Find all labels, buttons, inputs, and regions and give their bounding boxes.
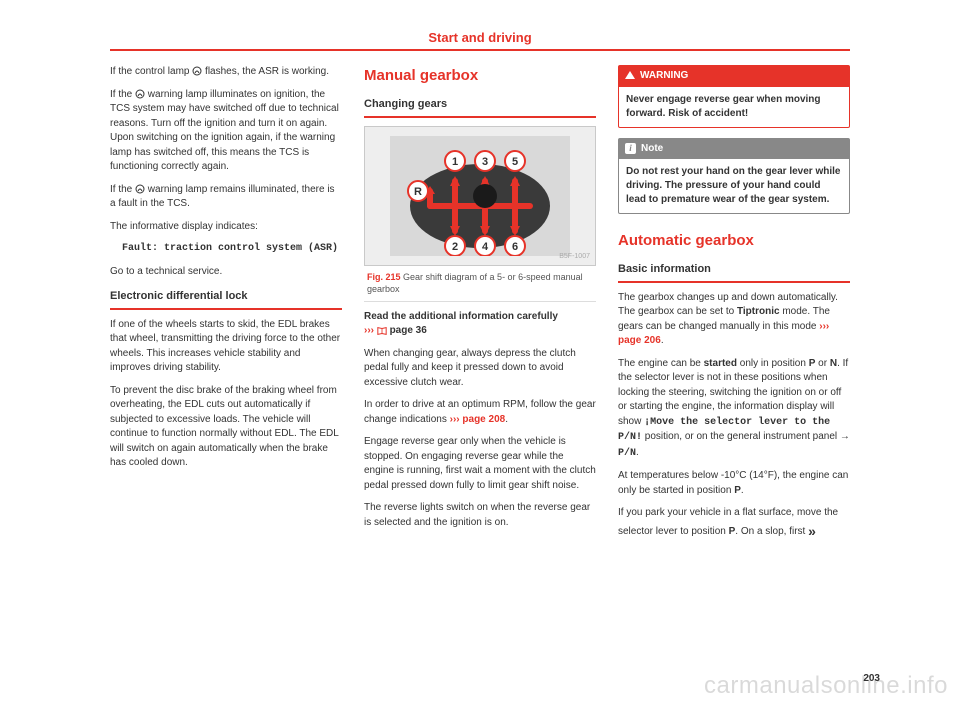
- tcs-icon: [135, 184, 145, 194]
- col2-p3-link: ››› page 208: [450, 414, 506, 425]
- note-box: i Note Do not rest your hand on the gear …: [618, 138, 850, 215]
- book-icon: [377, 326, 387, 336]
- col2-p5: The reverse lights switch on when the re…: [364, 501, 596, 530]
- warning-head: WARNING: [619, 66, 849, 87]
- col1-p3a: If the: [110, 184, 135, 195]
- column-2: Manual gearbox Changing gears: [364, 65, 596, 549]
- warning-icon: [625, 71, 635, 79]
- col2-p1-bold: Read the additional information carefull…: [364, 311, 558, 322]
- gear-shift-figure: 1 3 5 2 4 6 R B5F-1007: [364, 126, 596, 266]
- col2-subhead: Changing gears: [364, 97, 596, 118]
- columns: If the control lamp flashes, the ASR is …: [110, 65, 850, 549]
- col1-p6: If one of the wheels starts to skid, the…: [110, 318, 342, 376]
- col1-p1: If the control lamp flashes, the ASR is …: [110, 65, 342, 80]
- svg-text:5: 5: [512, 156, 518, 168]
- col1-subhead: Electronic differential lock: [110, 289, 342, 310]
- tcs-icon: [135, 89, 145, 99]
- col3-p2a: The engine can be: [618, 358, 704, 369]
- col3-p2-bold1: started: [704, 358, 737, 369]
- note-head: i Note: [619, 139, 849, 160]
- col3-subhead: Basic information: [618, 262, 850, 283]
- col3-p2-arrow: →: [840, 431, 850, 442]
- col3-p2f: .: [636, 447, 639, 458]
- col1-p4: The informative display indicates:: [110, 220, 342, 235]
- tcs-icon: [192, 66, 202, 76]
- svg-text:4: 4: [482, 241, 489, 253]
- warning-box: WARNING Never engage reverse gear when m…: [618, 65, 850, 128]
- col1-p1a: If the control lamp: [110, 66, 192, 77]
- info-icon: i: [625, 143, 636, 154]
- col2-heading: Manual gearbox: [364, 65, 596, 87]
- col1-p3: If the warning lamp remains illuminated,…: [110, 183, 342, 212]
- col3-p4b: . On a slop, first: [735, 525, 808, 536]
- col3-p3-bold: P: [734, 485, 741, 496]
- continuation-mark: »: [808, 523, 816, 539]
- col3-p2: The engine can be started only in positi…: [618, 357, 850, 462]
- col2-p1: Read the additional information carefull…: [364, 310, 596, 339]
- fig-code: B5F-1007: [559, 252, 590, 262]
- col1-p2a: If the: [110, 89, 135, 100]
- col2-p2: When changing gear, always depress the c…: [364, 347, 596, 391]
- col3-p1c: .: [661, 335, 664, 346]
- col1-p1b: flashes, the ASR is working.: [205, 66, 329, 77]
- col1-p2b: warning lamp illuminates on ignition, th…: [110, 89, 339, 173]
- col2-p1-chev: ›››: [364, 325, 374, 336]
- page-number: 203: [863, 673, 880, 684]
- column-1: If the control lamp flashes, the ASR is …: [110, 65, 342, 549]
- col3-p1-bold: Tiptronic: [737, 306, 780, 317]
- col3-p3: At temperatures below -10°C (14°F), the …: [618, 469, 850, 498]
- svg-text:6: 6: [512, 241, 518, 253]
- col3-p2b: only in position: [737, 358, 809, 369]
- svg-text:2: 2: [452, 241, 458, 253]
- col1-p7: To prevent the disc brake of the braking…: [110, 384, 342, 471]
- col1-p5: Go to a technical service.: [110, 265, 342, 280]
- col3-p1: The gearbox changes up and down automati…: [618, 291, 850, 349]
- warning-title: WARNING: [640, 70, 688, 81]
- col2-p3b: .: [505, 414, 508, 425]
- col3-p3b: .: [741, 485, 744, 496]
- col3-p2-code2: P/N: [618, 448, 636, 459]
- col3-p2c: or: [815, 358, 829, 369]
- svg-text:R: R: [414, 186, 422, 198]
- note-body: Do not rest your hand on the gear lever …: [619, 159, 849, 213]
- header-rule: [110, 49, 850, 51]
- page: Start and driving If the control lamp fl…: [0, 0, 960, 708]
- page-header: Start and driving: [110, 30, 850, 45]
- svg-text:3: 3: [482, 156, 488, 168]
- col3-p4: If you park your vehicle in a flat surfa…: [618, 506, 850, 541]
- col3-p2-bold3: N: [830, 358, 837, 369]
- svg-text:1: 1: [452, 156, 458, 168]
- col3-heading: Automatic gearbox: [618, 230, 850, 252]
- col1-fault-code: Fault: traction control system (ASR): [122, 242, 342, 257]
- warning-body: Never engage reverse gear when moving fo…: [619, 87, 849, 127]
- col2-p3: In order to drive at an optimum RPM, fol…: [364, 398, 596, 427]
- col2-p1-page: page 36: [390, 325, 427, 336]
- gear-shift-diagram: 1 3 5 2 4 6 R: [390, 136, 570, 256]
- col1-p2: If the warning lamp illuminates on ignit…: [110, 88, 342, 175]
- note-title: Note: [641, 143, 663, 154]
- col3-p2e: position, or on the general instrument p…: [642, 431, 840, 442]
- fig-caption: Fig. 215 Gear shift diagram of a 5- or 6…: [364, 268, 596, 302]
- col2-p4: Engage reverse gear only when the vehicl…: [364, 435, 596, 493]
- fig-num: Fig. 215: [367, 272, 401, 282]
- column-3: WARNING Never engage reverse gear when m…: [618, 65, 850, 549]
